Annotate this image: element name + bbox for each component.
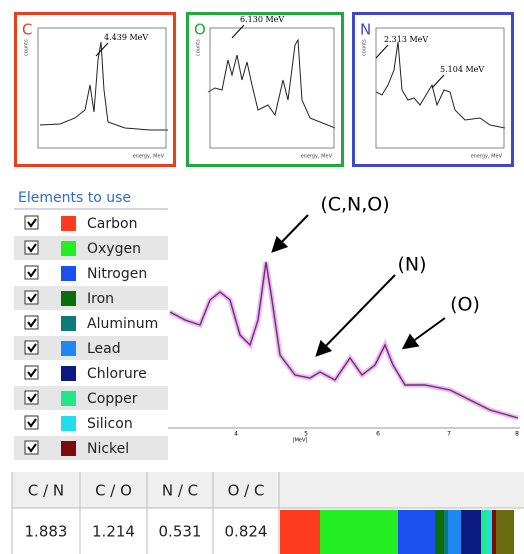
row-bg [14, 436, 168, 460]
ratio-header: N / C [162, 482, 198, 500]
panel-y-label: counts [196, 39, 202, 56]
panel-x-label: energy, MeV [471, 154, 503, 160]
check-mark [27, 318, 37, 328]
color-swatch [61, 441, 76, 456]
check-mark [27, 393, 37, 403]
checkbox[interactable] [24, 215, 39, 230]
element-name: Aluminum [87, 316, 158, 332]
panel-frame [186, 12, 344, 167]
x-tick-label: 8 [515, 431, 519, 438]
list-title: Elements to use [18, 190, 131, 206]
check-mark [27, 268, 37, 278]
x-tick-label: 5 [304, 431, 308, 438]
element-name: Chlorure [87, 366, 147, 382]
check-mark [27, 443, 37, 453]
element-name: Nickel [87, 441, 129, 457]
table-header-bg [12, 472, 524, 508]
checkbox[interactable] [24, 315, 39, 330]
check-mark [27, 368, 37, 378]
element-name: Carbon [87, 216, 137, 232]
color-swatch [61, 416, 76, 431]
panel-plot [209, 27, 335, 149]
list-header-bg [14, 186, 170, 208]
panel-label: O [194, 21, 206, 39]
ratio-value: 0.531 [159, 523, 202, 541]
check-mark [27, 418, 37, 428]
ratio-header: C / N [28, 482, 64, 500]
panel-y-label: counts [362, 39, 368, 56]
panel-x-label: energy, MeV [301, 154, 333, 160]
peak-annotation: (C,N,O) [320, 194, 389, 216]
check-mark [27, 218, 37, 228]
check-mark [27, 293, 37, 303]
panel-frame [352, 12, 514, 167]
panel-label: N [360, 21, 371, 39]
panel-y-label: counts [24, 39, 30, 56]
panel-curves [39, 38, 506, 131]
peak-label: 2.313 MeV [384, 35, 428, 44]
check-mark [27, 243, 37, 253]
peak-annotation: (N) [397, 254, 426, 276]
peak-annotation: (O) [450, 294, 480, 316]
element-name: Iron [87, 291, 114, 307]
x-unit: [MeV] [293, 438, 308, 444]
element-name: Silicon [87, 416, 133, 432]
element-name: Lead [87, 341, 121, 357]
peak-label: 6.130 MeV [240, 15, 284, 24]
color-swatch [61, 391, 76, 406]
element-name: Copper [87, 391, 138, 407]
checkbox[interactable] [24, 365, 39, 380]
check-mark [27, 343, 37, 353]
fit-spectrum [169, 261, 519, 419]
checkbox[interactable] [24, 440, 39, 455]
color-swatch [61, 291, 76, 306]
ratio-value: 0.824 [225, 523, 268, 541]
peak-label: 4.439 MeV [104, 33, 148, 42]
arrows [271, 214, 446, 357]
checkbox[interactable] [24, 340, 39, 355]
peak-label: 5.104 MeV [440, 65, 484, 74]
color-swatch [61, 241, 76, 256]
color-swatch [61, 341, 76, 356]
element-name: Oxygen [87, 241, 141, 257]
row-bg [14, 336, 168, 360]
panel-plot [375, 27, 505, 149]
ratio-header: C / O [95, 482, 132, 500]
x-tick-label: 7 [447, 431, 451, 438]
checkbox[interactable] [24, 290, 39, 305]
peak-pointer [375, 44, 389, 59]
ratio-header: O / C [228, 482, 265, 500]
peak-pointer [431, 74, 445, 89]
color-swatch [61, 366, 76, 381]
panel-label: C [22, 21, 32, 39]
element-name: Nitrogen [87, 266, 147, 282]
row-bg [14, 286, 168, 310]
color-swatch [61, 266, 76, 281]
panel-plot [37, 27, 167, 149]
composition-bar [280, 510, 514, 554]
raw-spectrum [168, 261, 519, 421]
checkbox[interactable] [24, 390, 39, 405]
row-bg [14, 236, 168, 260]
color-swatch [61, 316, 76, 331]
row-bg [14, 386, 168, 410]
peak-pointer [231, 24, 245, 39]
x-tick-label: 4 [234, 431, 238, 438]
checkbox[interactable] [24, 265, 39, 280]
panel-frame [14, 12, 176, 167]
ratio-value: 1.883 [25, 523, 68, 541]
color-swatch [61, 216, 76, 231]
checkbox[interactable] [24, 240, 39, 255]
ratio-value: 1.214 [92, 523, 135, 541]
peak-pointer [95, 42, 109, 57]
panel-x-label: energy, MeV [133, 154, 165, 160]
x-tick-label: 6 [376, 431, 380, 438]
checkbox[interactable] [24, 415, 39, 430]
